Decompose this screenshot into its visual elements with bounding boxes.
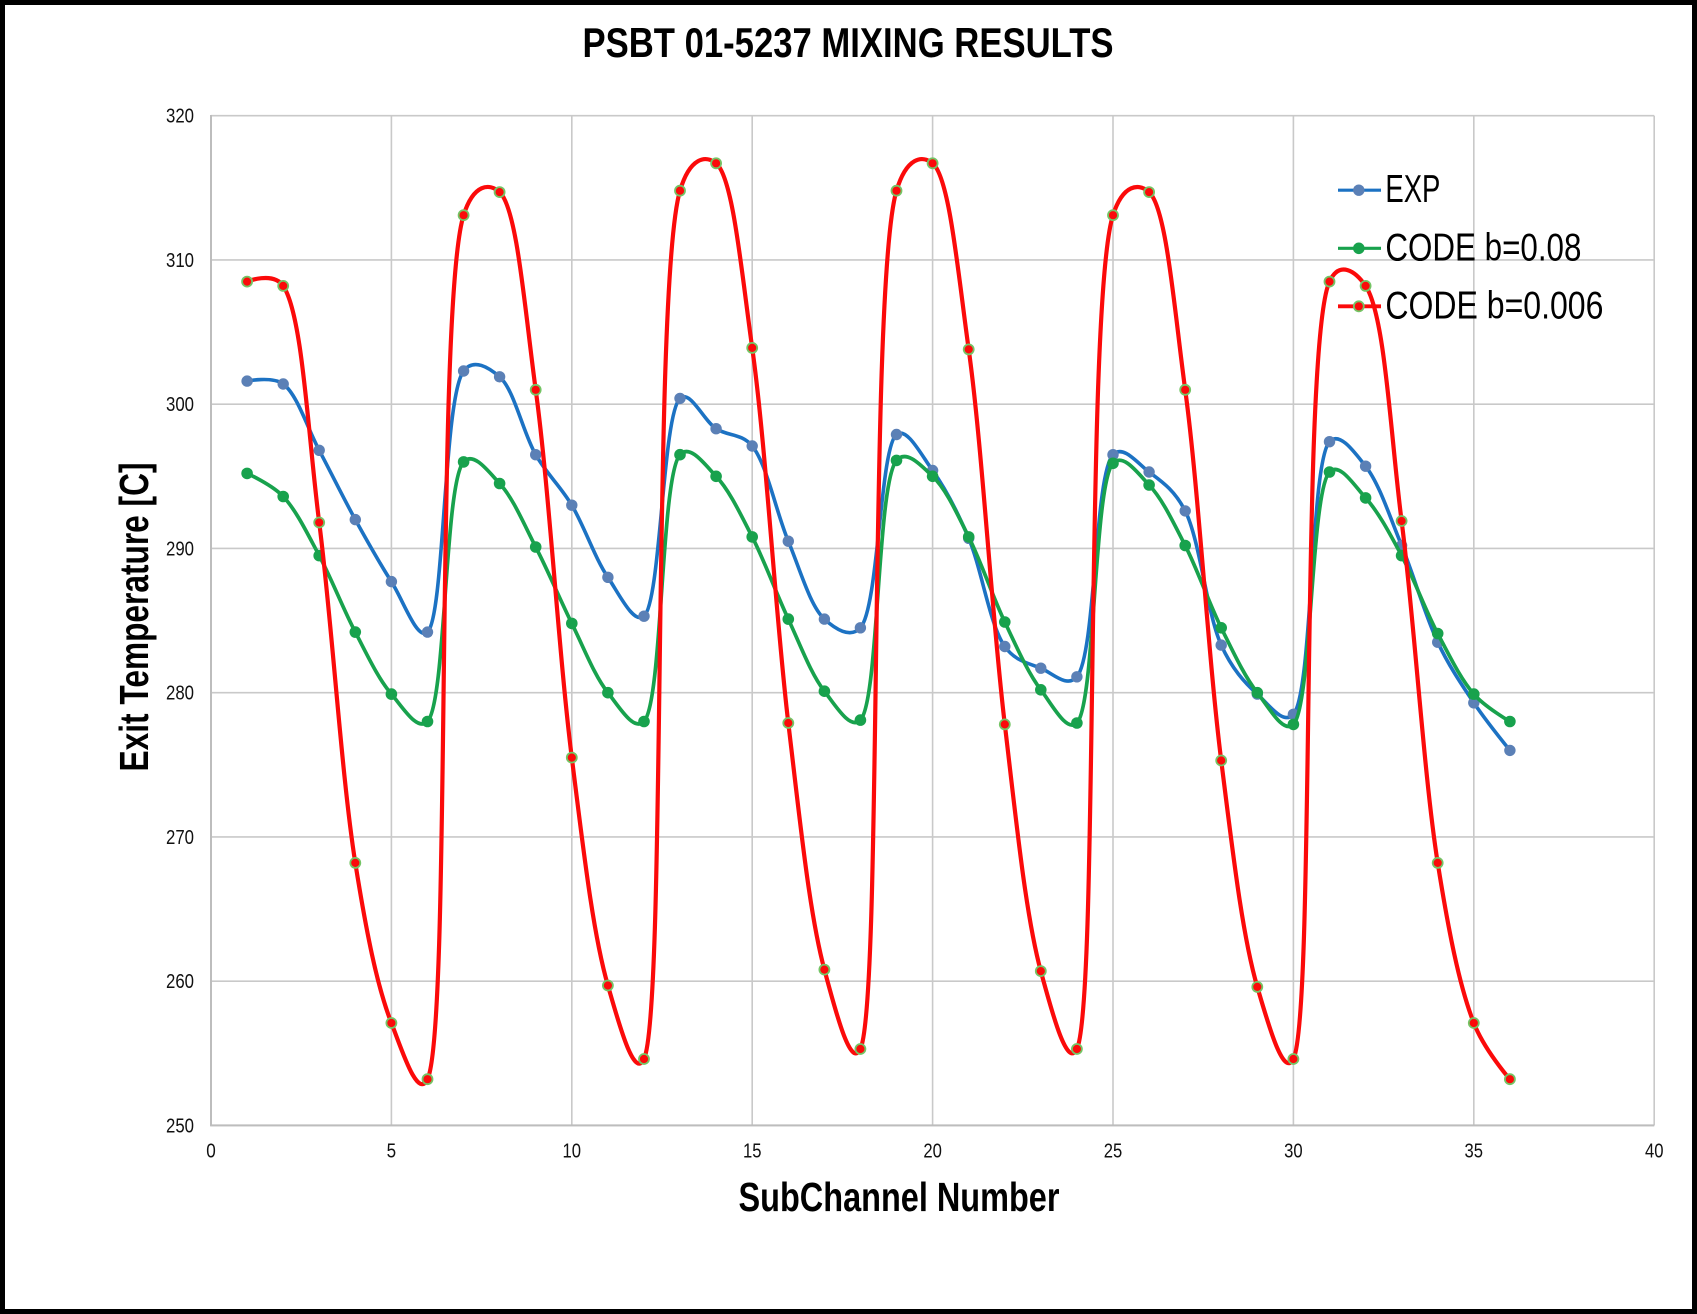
svg-text:250: 250 [166,1115,194,1137]
svg-text:320: 320 [166,106,194,128]
svg-text:Exit Temperature [C]: Exit Temperature [C] [111,463,157,772]
svg-text:SubChannel Number: SubChannel Number [739,1174,1060,1220]
svg-text:5: 5 [387,1141,397,1163]
svg-text:300: 300 [166,394,194,416]
svg-text:290: 290 [166,538,194,560]
svg-text:260: 260 [166,971,194,993]
svg-text:25: 25 [1104,1141,1123,1163]
svg-text:PSBT 01-5237 MIXING RESULTS: PSBT 01-5237 MIXING RESULTS [583,19,1114,66]
svg-text:280: 280 [166,683,194,705]
svg-text:CODE b=0.006: CODE b=0.006 [1385,285,1603,328]
svg-text:10: 10 [563,1141,582,1163]
svg-text:35: 35 [1465,1141,1484,1163]
svg-text:310: 310 [166,250,194,272]
svg-text:40: 40 [1645,1141,1664,1163]
svg-text:20: 20 [923,1141,942,1163]
svg-text:15: 15 [743,1141,762,1163]
svg-text:0: 0 [206,1141,216,1163]
svg-text:270: 270 [166,827,194,849]
svg-text:EXP: EXP [1385,168,1440,211]
svg-text:30: 30 [1284,1141,1303,1163]
svg-text:CODE b=0.08: CODE b=0.08 [1385,227,1581,270]
